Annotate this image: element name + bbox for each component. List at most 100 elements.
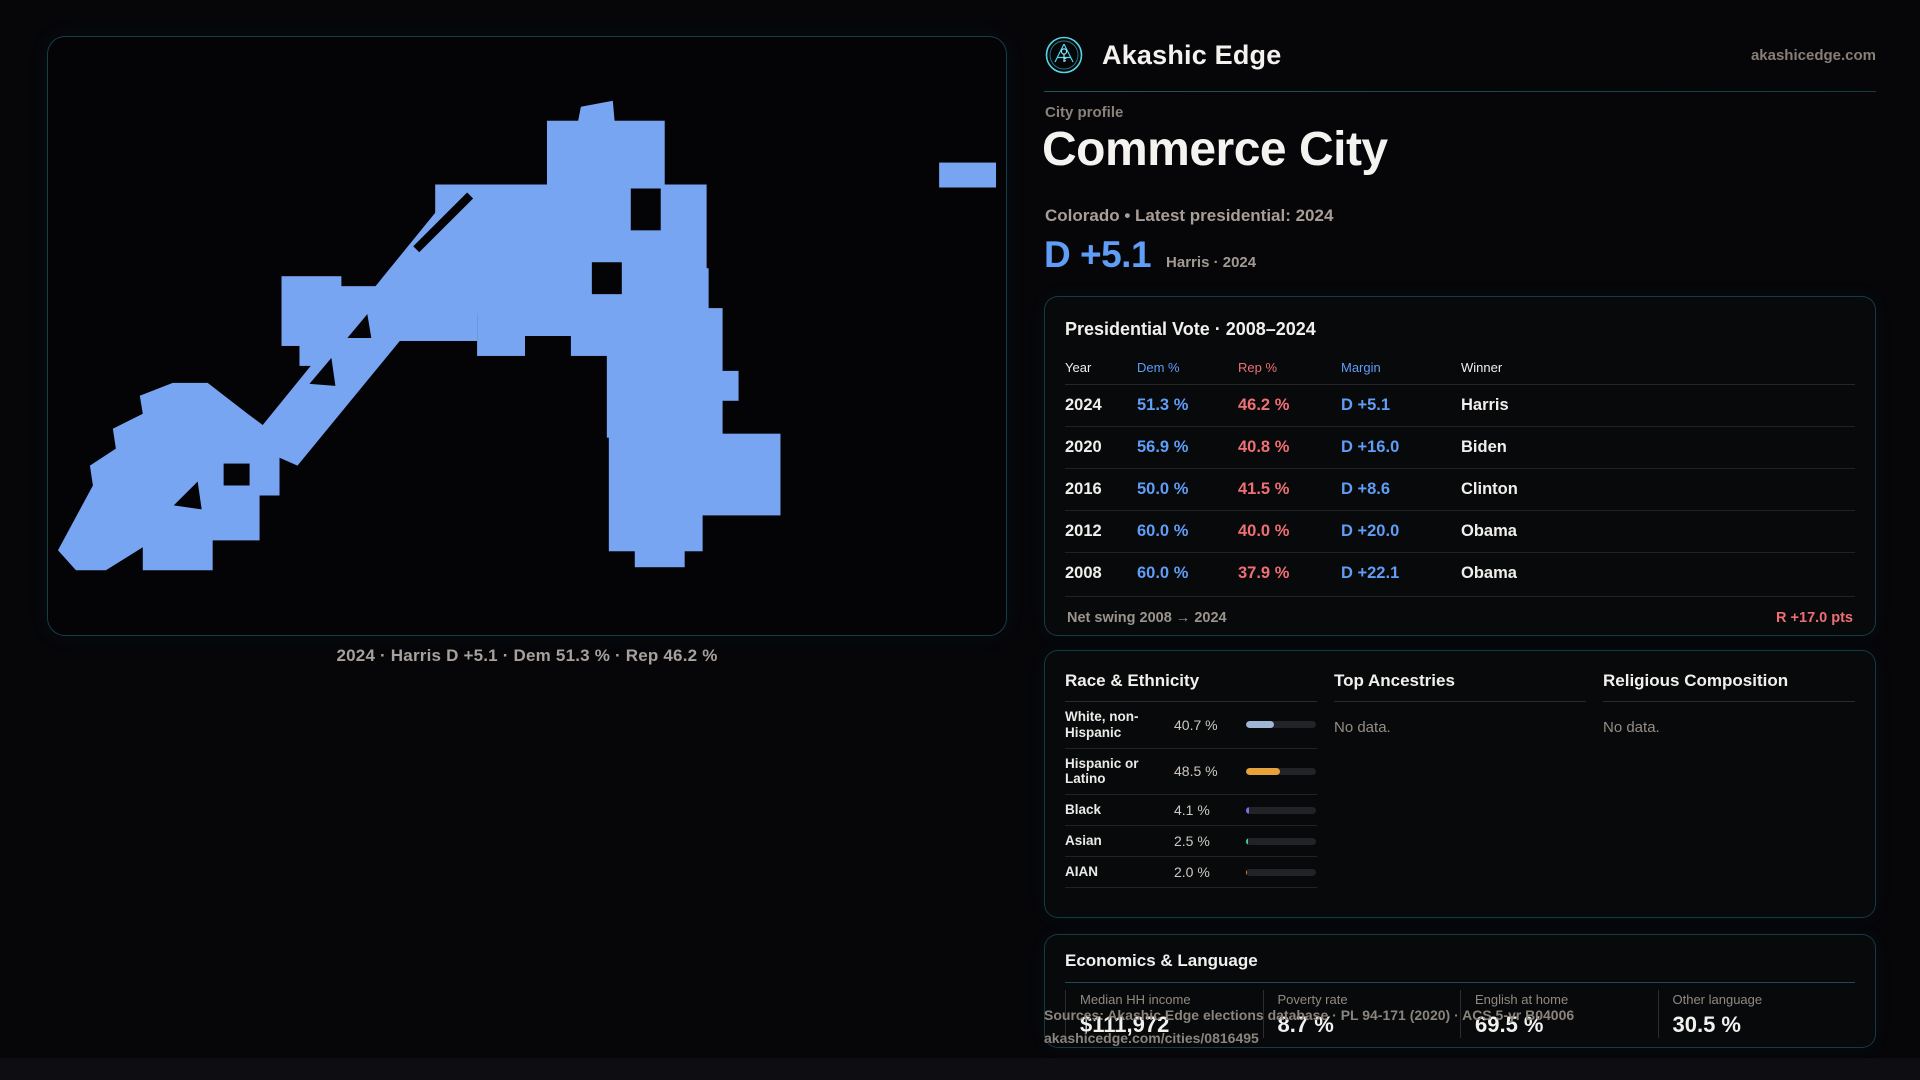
- net-swing-value: R +17.0 pts: [1776, 610, 1853, 626]
- presidential-card-title: Presidential Vote · 2008–2024: [1065, 319, 1316, 339]
- stat-english-at-home: English at home 69.5 %: [1460, 990, 1658, 1038]
- sources-line: Sources: Akashic Edge elections database…: [1044, 1007, 1575, 1023]
- race-value: 4.1 %: [1174, 802, 1210, 819]
- brand-header: Akashic Edge akashicedge.com: [1044, 32, 1876, 78]
- stat-label: Other language: [1672, 992, 1763, 1007]
- ancestries-empty-state: No data.: [1334, 719, 1391, 736]
- cell-rep: 46.2 %: [1238, 384, 1341, 427]
- stat-value: 30.5 %: [1672, 1012, 1742, 1037]
- economics-card: Economics & Language Median HH income $1…: [1044, 934, 1876, 1048]
- race-bar: [1246, 767, 1316, 775]
- cell-rep: 41.5 %: [1238, 468, 1341, 511]
- race-value: 48.5 %: [1174, 763, 1218, 780]
- cell-year: 2024: [1065, 384, 1137, 427]
- cell-dem: 51.3 %: [1137, 384, 1238, 427]
- headline-margin-value: D +5.1: [1044, 234, 1152, 275]
- cell-year: 2008: [1065, 564, 1102, 582]
- race-label: AIAN: [1065, 864, 1098, 880]
- presidential-vote-table: Year Dem % Rep % Margin Winner 2024 51.3…: [1065, 352, 1855, 594]
- cell-year: 2016: [1065, 468, 1137, 511]
- race-row: White, non-Hispanic 40.7 %: [1065, 702, 1317, 749]
- cell-dem: 50.0 %: [1137, 468, 1238, 511]
- city-boundary-shape: [57, 100, 997, 571]
- table-row: 2016 50.0 % 41.5 % D +8.6 Clinton: [1065, 468, 1855, 511]
- bottom-strip: [0, 1058, 1920, 1080]
- presidential-vote-card: Presidential Vote · 2008–2024 Year Dem %…: [1044, 296, 1876, 636]
- ancestries-title: Top Ancestries: [1334, 671, 1586, 702]
- cell-winner: Biden: [1461, 426, 1855, 469]
- col-header-rep: Rep %: [1238, 352, 1341, 385]
- akashic-edge-logo-icon: [1045, 36, 1083, 74]
- race-label: Black: [1065, 802, 1102, 818]
- stat-value: $111,972: [1080, 1012, 1170, 1037]
- map-holes: [173, 188, 661, 510]
- cell-winner: Harris: [1461, 384, 1855, 427]
- headline-margin-row: D +5.1 Harris · 2024: [1044, 234, 1256, 276]
- net-swing-label: Net swing 2008 → 2024: [1067, 610, 1227, 626]
- cell-margin: D +5.1: [1341, 384, 1461, 427]
- stat-value: 69.5 %: [1475, 1012, 1544, 1037]
- table-row: 2012 60.0 % 40.0 % D +20.0 Obama: [1065, 510, 1855, 553]
- city-subtitle: Colorado • Latest presidential: 2024: [1045, 206, 1334, 225]
- cell-rep: 40.8 %: [1238, 426, 1341, 469]
- city-boundary-map: [47, 36, 1007, 636]
- cell-margin: D +20.0: [1341, 510, 1461, 553]
- cell-margin: D +16.0: [1341, 426, 1461, 469]
- race-label: Hispanic or Latino: [1065, 755, 1139, 787]
- page-title: Commerce City: [1042, 123, 1388, 176]
- economics-divider: [1065, 982, 1855, 983]
- stat-label: English at home: [1475, 992, 1569, 1007]
- race-value: 2.0 %: [1174, 864, 1210, 881]
- cell-dem: 60.0 %: [1137, 510, 1238, 553]
- stat-poverty-rate: Poverty rate 8.7 %: [1262, 990, 1461, 1038]
- table-row: 2024 51.3 % 46.2 % D +5.1 Harris: [1065, 384, 1855, 427]
- economics-title: Economics & Language: [1065, 951, 1258, 970]
- demographics-card: Race & Ethnicity White, non-Hispanic 40.…: [1044, 650, 1876, 918]
- table-row: 2008 60.0 % 37.9 % D +22.1 Obama: [1065, 553, 1855, 595]
- stat-label: Poverty rate: [1277, 992, 1348, 1007]
- race-bar: [1246, 721, 1316, 729]
- col-header-dem: Dem %: [1137, 352, 1238, 385]
- table-row: 2020 56.9 % 40.8 % D +16.0 Biden: [1065, 426, 1855, 469]
- brand-domain: akashicedge.com: [1750, 46, 1876, 64]
- col-header-winner: Winner: [1461, 352, 1855, 385]
- cell-margin: D +8.6: [1341, 468, 1461, 511]
- kicker-label: City profile: [1045, 104, 1124, 121]
- cell-winner: Obama: [1461, 564, 1517, 582]
- net-swing-row: Net swing 2008 → 2024 R +17.0 pts: [1065, 596, 1855, 626]
- religion-empty-state: No data.: [1603, 719, 1660, 736]
- stat-value: 8.7 %: [1277, 1012, 1334, 1037]
- col-header-margin: Margin: [1341, 352, 1461, 385]
- race-value: 40.7 %: [1174, 716, 1218, 733]
- race-row: Asian 2.5 %: [1065, 826, 1317, 858]
- cell-margin: D +22.1: [1341, 564, 1400, 582]
- cell-rep: 37.9 %: [1238, 564, 1290, 582]
- cell-year: 2020: [1065, 426, 1137, 469]
- cell-winner: Obama: [1461, 510, 1855, 553]
- sources-footer: Sources: Akashic Edge elections database…: [1044, 1004, 1574, 1050]
- cell-rep: 40.0 %: [1238, 510, 1341, 553]
- stat-other-language: Other language 30.5 %: [1657, 990, 1856, 1038]
- race-bar: [1246, 837, 1316, 845]
- col-header-year: Year: [1065, 352, 1137, 385]
- race-row: Hispanic or Latino 48.5 %: [1065, 749, 1317, 796]
- cell-year: 2012: [1065, 510, 1137, 553]
- cell-dem: 56.9 %: [1137, 426, 1238, 469]
- race-value: 2.5 %: [1174, 833, 1210, 850]
- race-row: Black 4.1 %: [1065, 795, 1317, 827]
- race-ethnicity-column: Race & Ethnicity White, non-Hispanic 40.…: [1065, 671, 1317, 889]
- race-label: White, non-Hispanic: [1065, 709, 1139, 740]
- race-label: Asian: [1065, 833, 1102, 849]
- map-svg: [57, 100, 997, 571]
- headline-margin-note: Harris · 2024: [1166, 254, 1257, 271]
- cell-dem: 60.0 %: [1137, 564, 1189, 582]
- map-caption: 2024 · Harris D +5.1 · Dem 51.3 % · Rep …: [336, 646, 718, 665]
- brand-name: Akashic Edge: [1102, 39, 1282, 70]
- race-ethnicity-title: Race & Ethnicity: [1065, 671, 1317, 702]
- race-bar: [1246, 806, 1316, 814]
- race-row: AIAN 2.0 %: [1065, 857, 1317, 889]
- header-divider: [1044, 91, 1876, 92]
- stat-label: Median HH income: [1080, 992, 1191, 1007]
- permalink: akashicedge.com/cities/0816495: [1044, 1030, 1259, 1046]
